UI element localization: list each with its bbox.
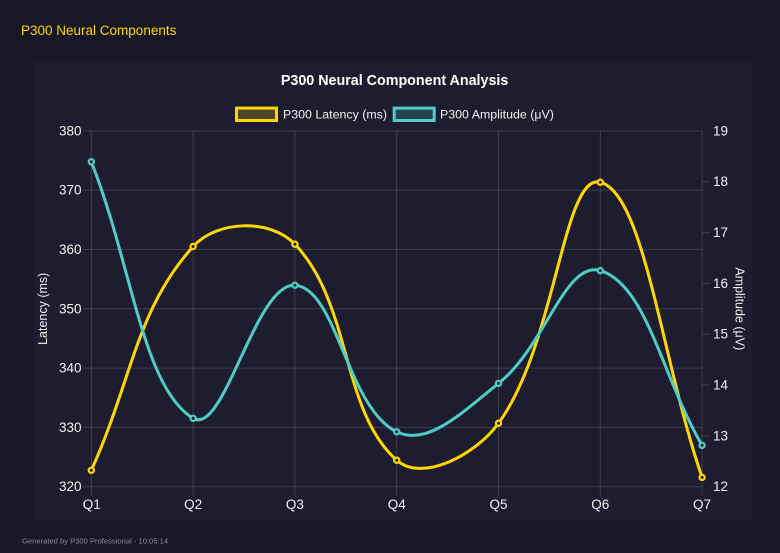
svg-text:370: 370 bbox=[59, 183, 82, 198]
svg-text:P300 Amplitude (μV): P300 Amplitude (μV) bbox=[440, 108, 554, 122]
svg-text:Q2: Q2 bbox=[184, 497, 202, 512]
svg-text:18: 18 bbox=[713, 174, 728, 189]
svg-text:Q3: Q3 bbox=[286, 497, 304, 512]
svg-text:360: 360 bbox=[59, 242, 82, 257]
svg-text:Q5: Q5 bbox=[489, 497, 507, 512]
svg-text:Generated by P300 Professional: Generated by P300 Professional - 10:05:1… bbox=[22, 536, 168, 545]
svg-text:320: 320 bbox=[59, 479, 82, 494]
svg-text:330: 330 bbox=[59, 420, 82, 435]
svg-text:Latency (ms): Latency (ms) bbox=[36, 273, 50, 345]
svg-text:Q7: Q7 bbox=[693, 497, 711, 512]
svg-text:Q4: Q4 bbox=[388, 497, 407, 512]
svg-text:12: 12 bbox=[713, 479, 728, 494]
svg-text:15: 15 bbox=[713, 327, 728, 342]
svg-text:16: 16 bbox=[713, 276, 728, 291]
svg-text:13: 13 bbox=[713, 428, 728, 443]
svg-text:380: 380 bbox=[59, 123, 82, 138]
svg-text:350: 350 bbox=[59, 301, 82, 316]
svg-text:P300 Neural Components: P300 Neural Components bbox=[21, 23, 177, 38]
svg-text:Q6: Q6 bbox=[591, 497, 609, 512]
svg-text:P300 Latency (ms): P300 Latency (ms) bbox=[283, 108, 387, 122]
svg-text:Amplitude (μV): Amplitude (μV) bbox=[732, 267, 746, 350]
svg-text:19: 19 bbox=[713, 123, 728, 138]
svg-text:340: 340 bbox=[59, 361, 82, 376]
svg-text:17: 17 bbox=[713, 225, 728, 240]
svg-text:Q1: Q1 bbox=[83, 497, 101, 512]
svg-text:P300 Neural Component Analysis: P300 Neural Component Analysis bbox=[281, 73, 509, 89]
svg-text:14: 14 bbox=[713, 378, 729, 393]
